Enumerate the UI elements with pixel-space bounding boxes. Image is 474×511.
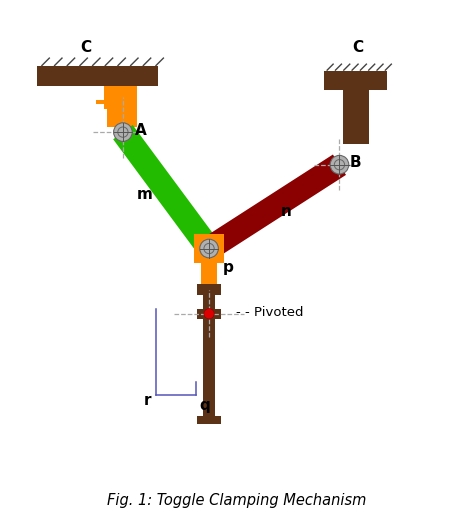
Polygon shape bbox=[202, 154, 346, 259]
Circle shape bbox=[114, 123, 132, 142]
Text: q: q bbox=[199, 398, 210, 412]
FancyBboxPatch shape bbox=[324, 71, 387, 90]
Text: C: C bbox=[353, 40, 364, 55]
Polygon shape bbox=[96, 101, 107, 109]
Text: C: C bbox=[80, 40, 91, 55]
FancyBboxPatch shape bbox=[197, 309, 221, 319]
FancyBboxPatch shape bbox=[37, 66, 158, 85]
FancyBboxPatch shape bbox=[197, 416, 221, 424]
Text: B: B bbox=[350, 155, 361, 170]
Text: p: p bbox=[223, 260, 234, 275]
Text: n: n bbox=[281, 204, 292, 219]
Text: Fig. 1: Toggle Clamping Mechanism: Fig. 1: Toggle Clamping Mechanism bbox=[107, 493, 367, 508]
Text: r: r bbox=[143, 393, 151, 408]
FancyBboxPatch shape bbox=[201, 264, 218, 285]
FancyBboxPatch shape bbox=[203, 295, 215, 416]
Polygon shape bbox=[113, 125, 219, 256]
FancyBboxPatch shape bbox=[197, 285, 221, 295]
Circle shape bbox=[200, 239, 219, 258]
FancyBboxPatch shape bbox=[343, 90, 369, 144]
Text: - - Pivoted: - - Pivoted bbox=[236, 306, 303, 319]
Text: A: A bbox=[135, 123, 146, 138]
Text: m: m bbox=[137, 187, 153, 201]
Circle shape bbox=[204, 309, 214, 319]
Polygon shape bbox=[104, 85, 137, 127]
Circle shape bbox=[330, 155, 349, 174]
FancyBboxPatch shape bbox=[194, 234, 224, 264]
